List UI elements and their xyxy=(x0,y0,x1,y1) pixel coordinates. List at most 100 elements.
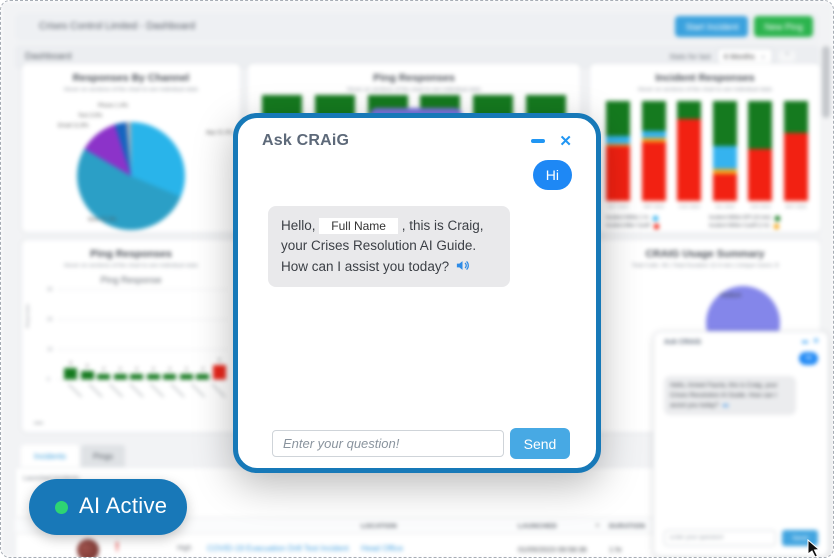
close-icon[interactable]: ✕ xyxy=(813,338,819,345)
incident-title-link[interactable]: COVID-19 Evacuation Drill Test Incident xyxy=(207,544,349,553)
chevron-down-icon: ⌄ xyxy=(759,51,767,60)
stacked-bar[interactable] xyxy=(641,101,666,201)
bar[interactable]: 3 xyxy=(80,364,94,380)
card-title: CRAIG Usage Summary xyxy=(645,248,765,260)
card-title: Ping Responses xyxy=(373,72,455,84)
incident-duration-value: 1 hr xyxy=(609,545,622,554)
bar[interactable]: 2 xyxy=(130,367,144,380)
bar[interactable]: 2 xyxy=(179,367,193,380)
bot-message-bubble: Hello, Ameet Fauria, this is Craig, your… xyxy=(664,376,796,416)
chart-inner-title: Ping Response xyxy=(100,275,162,285)
question-input[interactable] xyxy=(664,530,776,546)
stacked-bar[interactable] xyxy=(712,101,737,201)
bar[interactable]: 2 xyxy=(97,367,111,380)
pie-label-web: Web 52.3% xyxy=(88,217,117,223)
bot-message-text: , this is Craig, your Crises Resolution … xyxy=(281,218,484,274)
send-button[interactable]: Send xyxy=(510,428,570,459)
bar-value-label: 2 xyxy=(151,367,155,373)
start-incident-button[interactable]: Start Incident xyxy=(675,16,749,37)
bar[interactable]: 5 xyxy=(212,358,226,380)
x-tick-label: JUN 2023 xyxy=(750,204,771,209)
pie-label-email: Email 11.8% xyxy=(58,123,89,129)
close-icon[interactable]: ✕ xyxy=(559,132,572,150)
table-header: LOCATION LAUNCHED ▼ DURATION xyxy=(15,517,821,534)
legend-item: Incident Within KPI (10 min) xyxy=(709,214,812,222)
titlebar-actions: Start Incident New Ping xyxy=(675,16,813,37)
chat-input-row: Send xyxy=(654,530,828,548)
stacked-bar[interactable] xyxy=(677,101,702,201)
column-header-location[interactable]: LOCATION xyxy=(361,523,397,530)
pie-label-app: App 31.4% xyxy=(206,130,233,136)
chat-widget-title: Ask CRAiG xyxy=(664,339,702,346)
stacked-bar[interactable] xyxy=(783,101,808,201)
ping-response-plot: 4 3 2 2 2 2 2 2 2 5 0 10 20 30 xyxy=(47,287,228,383)
new-ping-button[interactable]: New Ping xyxy=(754,16,813,37)
scrollbar-thumb[interactable] xyxy=(822,46,830,118)
card-subtitle: Total Calls: 46 | Total Duration 12.4 mi… xyxy=(631,263,779,269)
card-subtitle: Hover on sections of the chart to see in… xyxy=(346,87,482,93)
responses-by-channel-card: Responses By Channel Hover on sections o… xyxy=(21,63,241,233)
card-subtitle: Hover on sections of the chart to see in… xyxy=(63,263,199,269)
tab-pings[interactable]: Pings xyxy=(81,445,125,467)
bar[interactable]: 2 xyxy=(113,367,127,380)
gridline: 0 xyxy=(47,377,228,383)
y-axis-label: Responses xyxy=(26,304,31,328)
mouse-cursor-icon xyxy=(807,539,821,557)
card-title: Incident Responses xyxy=(655,72,755,84)
stats-range-select[interactable]: 6 Months ⌄ xyxy=(716,48,774,64)
bar[interactable]: 2 xyxy=(163,367,177,380)
user-message-bubble: Hi xyxy=(532,160,572,190)
speaker-icon[interactable] xyxy=(455,258,470,273)
incident-responses-chart[interactable]: OCT 2023 SEP 2023 AUG 2023 JUL 2023 JUN 2023… xyxy=(602,97,812,209)
question-input[interactable] xyxy=(272,430,504,457)
bar-value-label: 2 xyxy=(135,367,139,373)
bar-value-label: 4 xyxy=(69,361,72,367)
collapse-panel-icon[interactable]: ⌃ xyxy=(779,50,795,62)
responses-by-channel-pie[interactable] xyxy=(77,122,185,230)
ai-active-badge[interactable]: AI Active xyxy=(29,479,187,535)
stacked-bar[interactable] xyxy=(748,101,773,201)
legend-item: Incident Within Cutoff (1 hr) xyxy=(709,222,812,230)
card-subtitle: Hover on sections of the chart to see in… xyxy=(637,87,773,93)
minimize-icon[interactable] xyxy=(531,139,546,143)
legend-item: Incident Within 1 hr xyxy=(606,214,709,222)
table-row[interactable]: ! High COVID-19 Evacuation Drill Test In… xyxy=(15,537,821,557)
sort-desc-icon[interactable]: ▼ xyxy=(595,523,601,529)
ask-craig-modal: Ask CRAiG ✕ Hi Hello, Full Name , this i… xyxy=(233,113,601,473)
bar-value-label: 3 xyxy=(85,364,89,370)
craig-pie-label: medium xyxy=(720,293,742,299)
card-title: Ping Responses xyxy=(90,248,172,260)
stats-range-value: 6 Months xyxy=(723,51,755,61)
incident-responses-legend: Incident Within 1 hr Incident Within KPI … xyxy=(606,214,812,230)
bot-greeting-text: Hello, xyxy=(281,218,316,233)
bar[interactable]: 2 xyxy=(196,367,210,380)
tab-incidents[interactable]: Incidents xyxy=(21,445,79,467)
x-axis-tick-labels xyxy=(62,384,228,397)
breadcrumb: Dashboard xyxy=(25,51,72,62)
window-title: Crises Control Limited - Dashboard xyxy=(39,21,196,32)
x-tick-label: AUG 2023 xyxy=(678,204,700,209)
scrollbar-track[interactable] xyxy=(821,43,831,557)
bar-value-label: 2 xyxy=(201,367,205,373)
stats-for-last-label: Stats for last xyxy=(669,51,711,61)
bar[interactable]: 2 xyxy=(146,367,160,380)
minimize-icon[interactable] xyxy=(802,340,809,343)
craig-chat-widget: Ask CRAiG ✕ Hi Hello, Ameet Fauria, this… xyxy=(653,331,829,557)
ping-responses-bottom-card: Ping Responses Hover on sections of the … xyxy=(21,239,241,433)
modal-title: Ask CRAiG xyxy=(262,132,350,149)
x-tick-label: OCT 2023 xyxy=(607,204,629,209)
bar-value-label: 5 xyxy=(218,358,221,364)
bot-message-text: Hello, Ameet Fauria, this is Craig, your… xyxy=(670,382,778,409)
column-header-duration[interactable]: DURATION xyxy=(609,523,646,530)
user-message-bubble: Hi xyxy=(799,352,818,365)
speaker-icon[interactable] xyxy=(722,402,729,409)
alert-icon: ! xyxy=(115,539,120,554)
card-title: Responses By Channel xyxy=(72,72,190,84)
stacked-bar[interactable] xyxy=(606,101,630,201)
bot-message-bubble: Hello, Full Name , this is Craig, your C… xyxy=(268,206,510,287)
ping-response-bars[interactable]: 4 3 2 2 2 2 2 2 2 5 xyxy=(64,358,226,380)
column-header-launched[interactable]: LAUNCHED xyxy=(518,523,557,530)
bar[interactable]: 4 xyxy=(64,361,77,380)
incident-location-link[interactable]: Head Office xyxy=(361,544,404,553)
